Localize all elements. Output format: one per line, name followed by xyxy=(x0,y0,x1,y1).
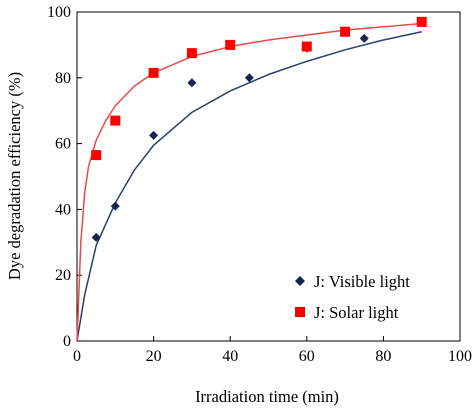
x-tick-label: 100 xyxy=(448,348,472,365)
x-tick-label: 0 xyxy=(73,348,81,365)
data-point-solar xyxy=(225,39,236,50)
fit-curves xyxy=(76,22,422,342)
y-tick-label: 80 xyxy=(55,70,71,87)
legend-marker-square xyxy=(295,307,305,317)
data-point-visible xyxy=(187,78,197,88)
data-point-solar xyxy=(416,16,427,27)
data-point-visible xyxy=(359,33,369,43)
y-tick-label: 100 xyxy=(47,4,71,21)
plot-frame xyxy=(76,11,461,342)
x-tick-label: 60 xyxy=(299,348,315,365)
data-points xyxy=(91,16,427,242)
data-point-visible xyxy=(91,232,101,242)
legend-marker-diamond xyxy=(295,276,305,286)
legend-item-visible: J: Visible light xyxy=(295,272,410,291)
data-point-solar xyxy=(186,48,197,59)
tick-labels: 0 20 40 60 80 100 0 20 40 60 80 100 xyxy=(47,4,472,365)
y-tick-label: 60 xyxy=(55,136,71,153)
fit-curve-solar xyxy=(76,22,422,342)
data-point-solar xyxy=(301,41,312,52)
y-tick-label: 40 xyxy=(55,201,71,218)
data-point-visible xyxy=(149,130,159,140)
legend-label-visible: J: Visible light xyxy=(314,272,410,291)
data-point-solar xyxy=(340,26,351,37)
y-axis-title: Dye degradation efficiency (%) xyxy=(5,72,24,280)
x-tick-label: 40 xyxy=(222,348,238,365)
data-point-solar xyxy=(110,115,121,126)
legend: J: Visible light J: Solar light xyxy=(295,272,410,322)
data-point-solar xyxy=(91,150,102,161)
legend-item-solar: J: Solar light xyxy=(295,303,399,322)
x-tick-label: 20 xyxy=(146,348,162,365)
axes xyxy=(76,11,461,342)
x-axis-title: Irradiation time (min) xyxy=(195,387,339,406)
y-tick-label: 0 xyxy=(63,333,71,350)
data-point-visible xyxy=(244,73,254,83)
data-point-visible xyxy=(110,201,120,211)
x-tick-label: 80 xyxy=(375,348,391,365)
y-tick-label: 20 xyxy=(55,267,71,284)
legend-label-solar: J: Solar light xyxy=(314,303,399,322)
data-point-solar xyxy=(148,67,159,78)
fit-curve-visible xyxy=(76,31,422,342)
